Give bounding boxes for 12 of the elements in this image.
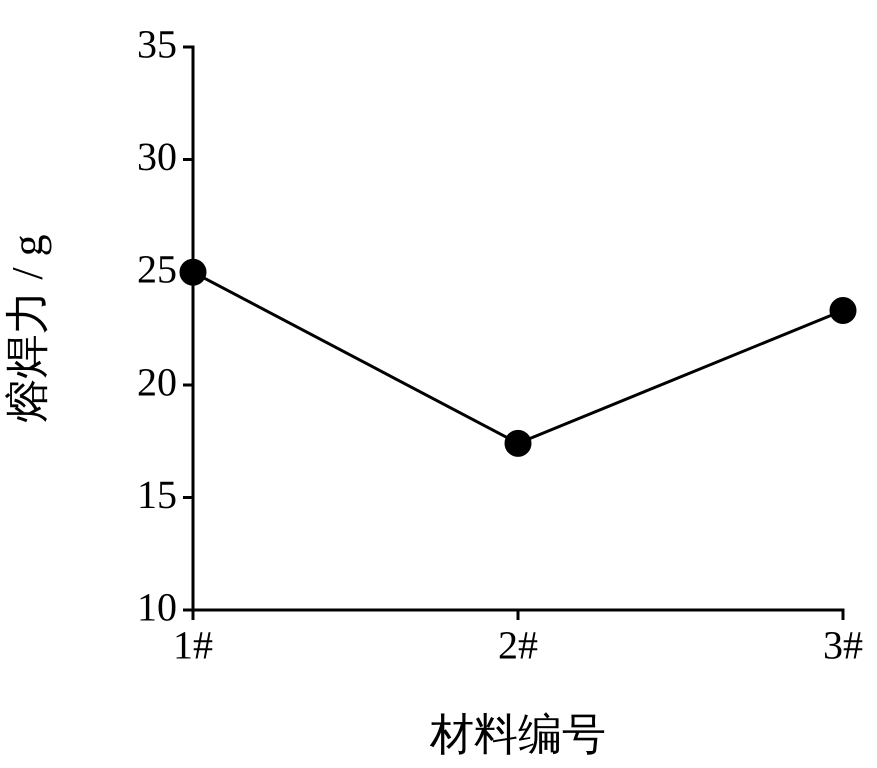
y-tick-label: 35 bbox=[137, 22, 177, 66]
point bbox=[180, 258, 206, 286]
x-tick-label: 3# bbox=[823, 622, 863, 668]
x-tick-label: 2# bbox=[498, 622, 538, 668]
y-tick-label: 30 bbox=[137, 134, 177, 180]
y-tick-label: 25 bbox=[137, 246, 177, 292]
point bbox=[504, 430, 532, 457]
point bbox=[830, 296, 856, 324]
x-axis-title: 材料编号 bbox=[429, 710, 606, 760]
y-tick-label: 15 bbox=[137, 472, 177, 517]
y-tick-label: 20 bbox=[137, 359, 177, 404]
y-axis-title: 熔焊力 / g bbox=[2, 234, 52, 423]
